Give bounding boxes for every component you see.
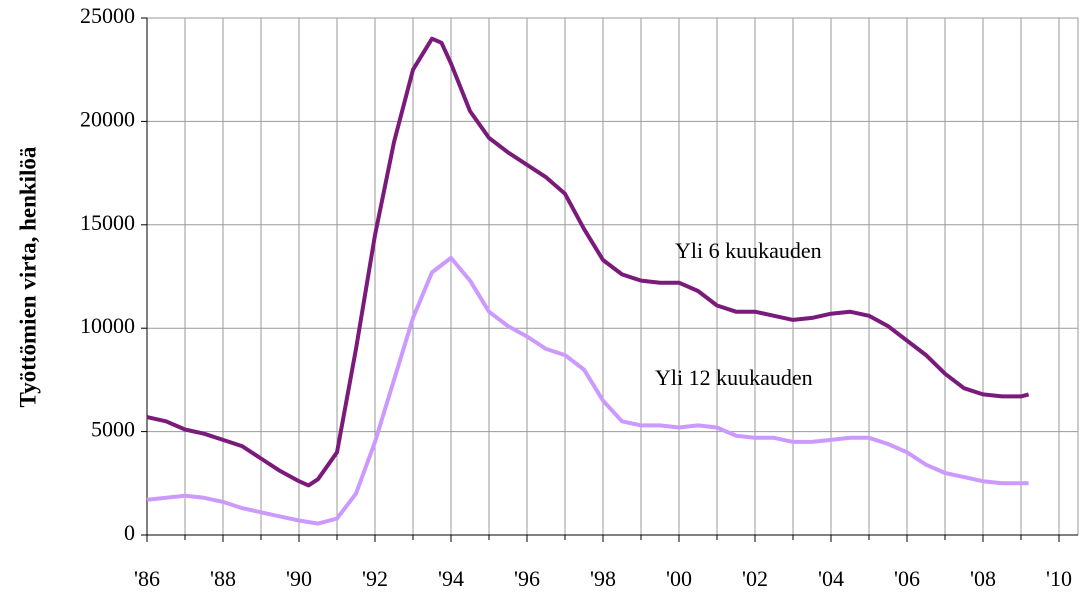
y-axis-label: Työttömien virta, henkilöä	[15, 146, 40, 407]
y-tick-label: 25000	[80, 3, 135, 28]
y-tick-label: 15000	[80, 210, 135, 235]
y-tick-label: 5000	[91, 417, 135, 442]
series-line	[146, 36, 1030, 488]
series-label: Yli 12 kuukauden	[655, 365, 813, 390]
x-tick-label: '86	[134, 566, 160, 591]
x-tick-label: '04	[818, 566, 844, 591]
x-tick-label: '02	[742, 566, 768, 591]
x-tick-label: '98	[590, 566, 616, 591]
x-tick-label: '06	[894, 566, 920, 591]
plot-area	[146, 17, 1079, 536]
x-tick-label: '08	[970, 566, 996, 591]
series-label: Yli 6 kuukauden	[675, 238, 822, 263]
y-tick-label: 20000	[80, 106, 135, 131]
x-tick-label: '90	[286, 566, 312, 591]
y-tick-label: 10000	[80, 313, 135, 338]
x-tick-label: '92	[362, 566, 388, 591]
x-tick-label: '96	[514, 566, 540, 591]
x-tick-label: '10	[1046, 566, 1072, 591]
series-line	[146, 255, 1029, 526]
y-tick-label: 0	[124, 520, 135, 545]
x-tick-label: '00	[666, 566, 692, 591]
x-tick-label: '94	[438, 566, 464, 591]
x-tick-label: '88	[210, 566, 236, 591]
